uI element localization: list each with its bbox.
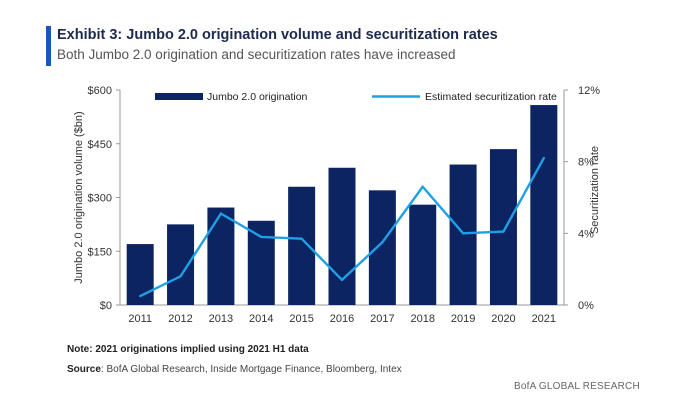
title-accent-bar xyxy=(46,26,51,66)
rate-point-2021 xyxy=(542,156,546,160)
chart-source: Source: BofA Global Research, Inside Mor… xyxy=(67,364,402,375)
left-tick-label: $450 xyxy=(88,139,112,151)
bar-2013 xyxy=(207,207,235,305)
rate-point-2012 xyxy=(179,275,182,278)
chart-note: Note: 2021 originations implied using 20… xyxy=(67,344,309,355)
x-tick-label: 2015 xyxy=(289,313,313,325)
left-tick-label: $300 xyxy=(88,193,112,205)
rate-point-2017 xyxy=(381,241,384,244)
right-tick-label: 0% xyxy=(578,300,594,312)
x-tick-label: 2019 xyxy=(451,313,475,325)
bar-2017 xyxy=(368,190,396,305)
chart-title: Exhibit 3: Jumbo 2.0 origination volume … xyxy=(57,27,498,43)
left-tick-label: $600 xyxy=(88,85,112,97)
x-tick-label: 2013 xyxy=(209,313,233,325)
rate-point-2015 xyxy=(300,237,303,240)
rate-point-2016 xyxy=(340,278,344,282)
x-tick-label: 2011 xyxy=(128,313,152,325)
left-tick-label: $0 xyxy=(100,300,112,312)
source-text: : BofA Global Research, Inside Mortgage … xyxy=(100,364,402,375)
right-tick-label: 4% xyxy=(578,228,594,240)
bar-2016 xyxy=(328,167,356,305)
y-axis-label: Jumbo 2.0 origination volume ($bn) xyxy=(73,111,85,283)
bar-2019 xyxy=(449,164,477,305)
rate-point-2019 xyxy=(461,232,465,235)
rate-point-2020 xyxy=(502,230,505,233)
x-tick-label: 2017 xyxy=(370,313,394,325)
chart-subtitle: Both Jumbo 2.0 origination and securitiz… xyxy=(57,47,456,62)
chart: $0 $150 $300 $450 $600 0% 4% 8% 12% 2011 2012 2013 2… xyxy=(73,85,601,325)
x-tick-label: 2016 xyxy=(330,313,354,325)
left-tick-label: $150 xyxy=(88,246,112,258)
rate-point-2018 xyxy=(421,185,424,188)
x-tick-label: 2014 xyxy=(249,313,273,325)
bar-2015 xyxy=(288,186,316,305)
bar-2020 xyxy=(489,149,517,305)
source-label: Source xyxy=(67,364,101,375)
y2-axis-label: Securitization rate xyxy=(589,146,601,234)
rate-point-2014 xyxy=(260,235,263,239)
rate-point-2013 xyxy=(219,212,223,215)
legend-label-line: Estimated securitization rate xyxy=(425,91,557,103)
bar-2021 xyxy=(530,105,558,305)
bar-2018 xyxy=(409,204,437,305)
bar-2012 xyxy=(167,224,195,305)
x-tick-label: 2021 xyxy=(532,313,556,325)
rate-point-2011 xyxy=(138,294,142,298)
legend-swatch-bar xyxy=(155,93,203,100)
x-tick-label: 2012 xyxy=(168,313,192,325)
x-tick-label: 2018 xyxy=(410,313,434,325)
x-tick-label: 2020 xyxy=(491,313,515,325)
right-tick-label: 8% xyxy=(578,157,594,169)
legend-label-bar: Jumbo 2.0 origination xyxy=(207,91,308,103)
brand-label: BofA GLOBAL RESEARCH xyxy=(514,381,640,392)
bar-2014 xyxy=(247,220,275,305)
right-tick-label: 12% xyxy=(578,85,600,97)
